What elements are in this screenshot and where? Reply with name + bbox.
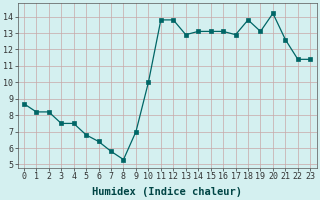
X-axis label: Humidex (Indice chaleur): Humidex (Indice chaleur) — [92, 186, 242, 197]
